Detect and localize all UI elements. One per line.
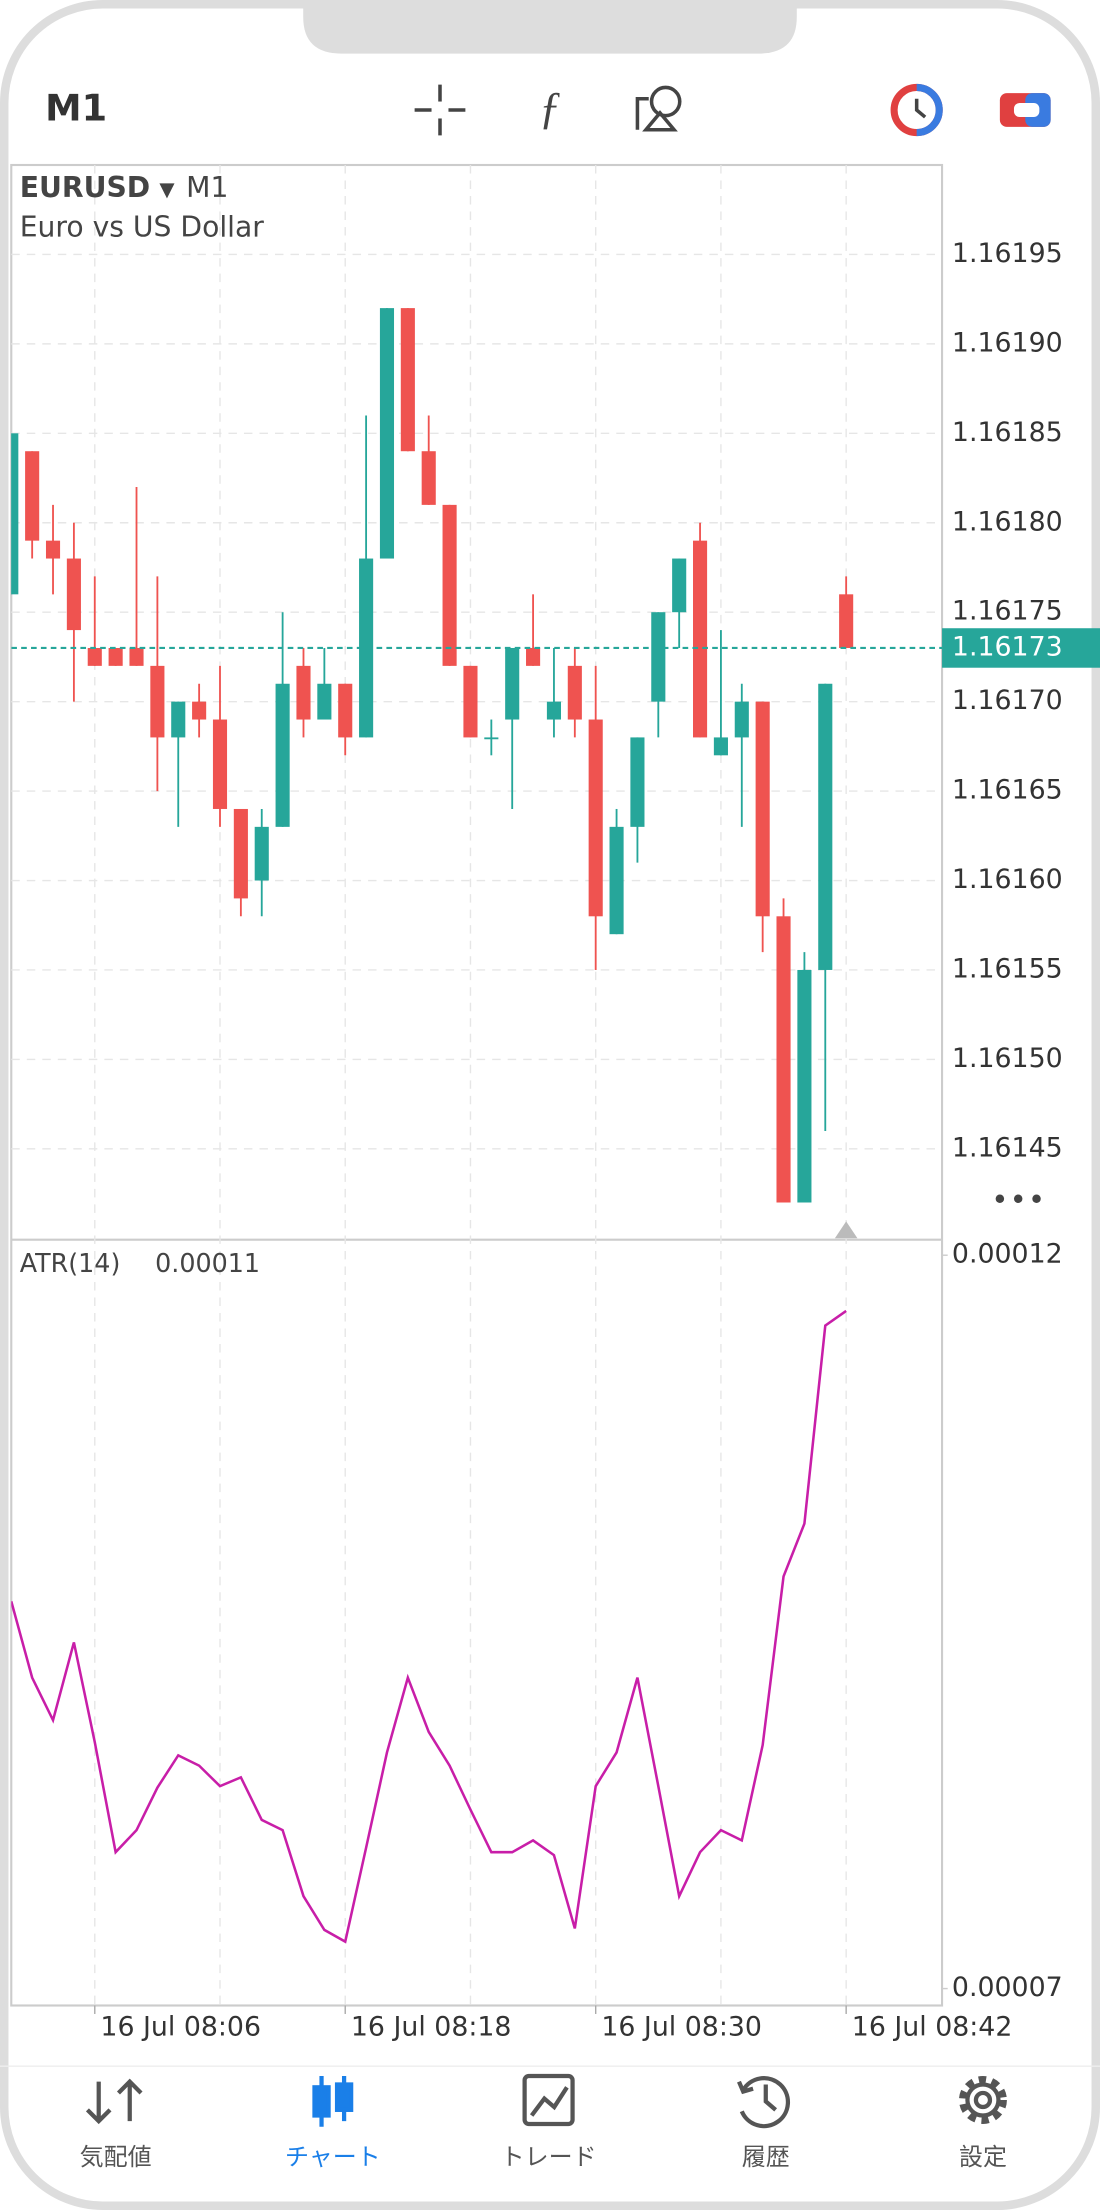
candle-body	[463, 665, 478, 738]
atr-line	[11, 1309, 847, 1944]
candle-body	[11, 433, 19, 595]
candle-body	[317, 683, 332, 720]
candle-body	[338, 683, 353, 738]
candle-body	[546, 701, 561, 720]
x-tick-label: 16 Jul 08:42	[852, 2012, 1013, 2043]
candle-body	[442, 504, 457, 666]
candle-body	[233, 808, 248, 899]
quotes-icon[interactable]	[85, 2078, 143, 2125]
chart-timeframe: M1	[186, 171, 228, 204]
tab-label[interactable]: 履歴	[742, 2143, 790, 2171]
x-tick-label: 16 Jul 08:30	[601, 2012, 762, 2043]
candle-body	[25, 451, 40, 541]
y-tick-label: 1.16175	[952, 596, 1063, 627]
candle-body	[66, 558, 81, 631]
tab-label[interactable]: 設定	[959, 2143, 1007, 2171]
candle-body	[630, 737, 645, 827]
shift-marker[interactable]	[834, 1221, 858, 1239]
y-tick-label: 1.16190	[952, 327, 1063, 358]
candle-body	[797, 969, 812, 1203]
y-tick-label: 1.16185	[952, 417, 1063, 448]
history-icon[interactable]	[737, 2076, 790, 2129]
current-price-label: 1.16173	[952, 631, 1063, 662]
candle-body	[588, 719, 603, 917]
symbol-description: Euro vs US Dollar	[20, 210, 265, 243]
y-tick-label: 1.16160	[952, 864, 1063, 895]
y-tick-label: 1.16165	[952, 775, 1063, 806]
candle-body	[275, 683, 290, 827]
candle-body	[212, 719, 228, 809]
candle-body	[776, 916, 791, 1203]
candle-body	[400, 308, 415, 452]
candle-body	[108, 647, 123, 666]
y-tick-label: 0.00012	[952, 1239, 1063, 1270]
candle-body	[651, 612, 666, 702]
account-icon[interactable]	[890, 83, 943, 137]
y-tick-label: 1.16170	[952, 685, 1063, 716]
y-tick-label: 1.16145	[952, 1132, 1063, 1163]
indicators-icon[interactable]: ƒ	[539, 83, 562, 133]
candle-body	[734, 701, 749, 738]
y-tick-label: 0.00007	[952, 1972, 1063, 2003]
candle-body	[296, 665, 311, 720]
trade-tab-icon[interactable]	[522, 2073, 575, 2127]
candle-body	[526, 647, 541, 666]
timeframe-button[interactable]: M1	[45, 87, 107, 130]
dropdown-arrow[interactable]: ▼	[159, 178, 175, 201]
y-tick-label: 1.16155	[952, 953, 1063, 984]
notch	[303, 4, 797, 54]
settings-icon[interactable]	[958, 2076, 1007, 2124]
candle-body	[192, 701, 207, 720]
x-tick-label: 16 Jul 08:06	[100, 2012, 261, 2043]
candle-body	[505, 647, 520, 720]
indicator-title: ATR(14)	[20, 1248, 121, 1278]
y-tick-label: 1.16195	[952, 238, 1063, 269]
candle-body	[755, 701, 770, 917]
indicator-value: 0.00011	[155, 1248, 260, 1278]
more-button[interactable]	[995, 1194, 1041, 1204]
tab-label[interactable]: 気配値	[80, 2143, 152, 2171]
candle-body	[254, 826, 269, 881]
candle-body	[672, 558, 687, 613]
candle-body	[421, 451, 436, 505]
candle-body	[818, 683, 833, 970]
candle-body	[379, 308, 395, 559]
candle-body	[171, 701, 186, 738]
objects-icon[interactable]	[635, 85, 682, 132]
y-tick-label: 1.16180	[952, 506, 1063, 537]
chart-icon[interactable]	[312, 2076, 354, 2127]
candle-body	[150, 665, 165, 738]
candle-body	[713, 737, 728, 756]
current-price-box	[942, 628, 1100, 668]
candle-body	[484, 737, 499, 740]
tab-label[interactable]: トレード	[501, 2143, 597, 2171]
candle-body	[839, 594, 854, 648]
chart-border	[10, 163, 944, 2007]
candle-body	[45, 540, 61, 559]
candle-body	[567, 665, 582, 720]
symbol[interactable]: EURUSD	[20, 171, 150, 204]
candle-body	[609, 826, 624, 935]
candle-body	[693, 540, 708, 738]
y-tick-label: 1.16150	[952, 1043, 1063, 1074]
candle-body	[129, 647, 144, 666]
x-tick-label: 16 Jul 08:18	[351, 2012, 512, 2043]
candle-body	[359, 558, 374, 738]
trade-icon[interactable]	[999, 93, 1051, 127]
tab-label[interactable]: チャート	[285, 2143, 381, 2171]
candle-body	[87, 647, 102, 666]
crosshair-icon[interactable]	[414, 84, 466, 136]
